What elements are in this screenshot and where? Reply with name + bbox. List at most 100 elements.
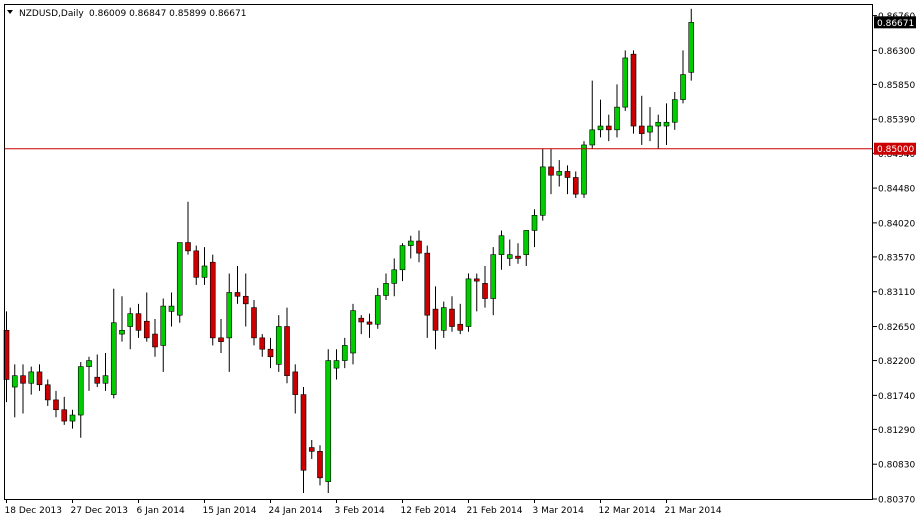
y-tick-label: 0.82650 — [878, 323, 915, 333]
x-tick-label: 6 Jan 2014 — [137, 506, 185, 516]
price-tags: 0.85000 0.86671 — [874, 16, 916, 155]
bull-candle — [383, 283, 389, 296]
bull-candle — [680, 74, 686, 100]
bear-candle — [53, 399, 59, 411]
ohlc-readout: 0.86009 0.86847 0.85899 0.86671 — [89, 9, 246, 19]
bull-candle — [399, 245, 406, 271]
bear-candle — [449, 308, 455, 327]
bull-candle — [69, 414, 76, 422]
bear-candle — [143, 320, 150, 339]
y-tick-label: 0.84480 — [878, 185, 915, 195]
bull-candle — [407, 240, 414, 246]
x-tick-label: 15 Jan 2014 — [203, 506, 257, 516]
bear-candle — [292, 371, 299, 395]
y-tick-label: 0.81740 — [878, 392, 915, 402]
bear-candle — [61, 409, 68, 422]
x-tick-label: 18 Dec 2013 — [5, 506, 63, 516]
bull-candle — [127, 313, 134, 327]
bull-candle — [556, 171, 563, 176]
bear-candle — [94, 376, 101, 384]
bear-candle — [548, 166, 554, 176]
bull-candle — [523, 230, 530, 255]
bear-candle — [482, 283, 488, 299]
candle-series — [3, 8, 695, 493]
x-tick-label: 3 Feb 2014 — [335, 506, 386, 516]
y-tick-label: 0.85850 — [878, 81, 915, 91]
bear-candle — [308, 447, 315, 452]
bear-candle — [242, 295, 249, 305]
bear-candle — [234, 292, 241, 297]
x-tick-label: 24 Jan 2014 — [269, 506, 323, 516]
bull-candle — [391, 269, 398, 284]
bear-candle — [424, 252, 431, 316]
y-tick-label: 0.85390 — [878, 116, 915, 126]
bear-candle — [457, 323, 464, 331]
x-tick-label: 12 Mar 2014 — [599, 506, 656, 516]
bear-candle — [218, 337, 224, 342]
bull-candle — [655, 121, 662, 127]
last-price-tag: 0.86671 — [877, 19, 914, 29]
bull-candle — [597, 125, 604, 131]
bull-candle — [77, 366, 84, 416]
y-tick-label: 0.82200 — [878, 357, 915, 367]
bear-candle — [358, 317, 365, 323]
y-tick-label: 0.86300 — [878, 47, 915, 57]
bull-candle — [622, 57, 629, 108]
bear-candle — [152, 333, 158, 348]
bear-candle — [432, 308, 439, 331]
bull-candle — [589, 129, 596, 146]
bull-candle — [440, 307, 447, 331]
y-tick-label: 0.83570 — [878, 253, 915, 263]
bull-candle — [325, 360, 332, 482]
bear-candle — [251, 307, 257, 339]
bull-candle — [498, 235, 505, 255]
bear-candle — [267, 348, 274, 358]
bull-candle — [119, 329, 125, 335]
bull-candle — [102, 375, 109, 384]
bear-candle — [185, 242, 191, 252]
bull-candle — [350, 310, 356, 354]
bull-candle — [110, 322, 117, 395]
bear-candle — [638, 125, 645, 134]
bear-candle — [572, 177, 579, 195]
y-tick-label: 0.84020 — [878, 219, 915, 229]
bull-candle — [333, 360, 340, 369]
bull-candle — [226, 292, 233, 339]
bull-candle — [201, 265, 208, 278]
bull-candle — [160, 305, 167, 346]
bear-candle — [473, 278, 480, 282]
x-tick-label: 27 Dec 2013 — [71, 506, 129, 516]
bull-candle — [663, 121, 670, 127]
bull-candle — [531, 215, 538, 231]
y-tick-label: 0.84940 — [878, 150, 915, 160]
bear-candle — [300, 394, 307, 471]
y-tick-label: 0.81290 — [878, 426, 915, 436]
bull-candle — [490, 254, 497, 299]
time-axis: 18 Dec 2013 27 Dec 2013 6 Jan 2014 15 Jan 2… — [5, 499, 722, 516]
bull-candle — [647, 125, 653, 133]
bull-candle — [86, 360, 92, 367]
symbol-label: NZDUSD,Daily — [19, 9, 84, 19]
price-axis: 0.867600.863000.858500.853900.849400.844… — [873, 12, 915, 506]
bull-candle — [168, 305, 175, 312]
level-price-tag: 0.85000 — [877, 145, 914, 155]
bull-candle — [614, 106, 620, 131]
bear-candle — [284, 326, 290, 376]
last-price-tag-bg — [874, 16, 916, 29]
bull-candle — [28, 371, 35, 384]
bear-candle — [36, 371, 43, 386]
bull-candle — [176, 242, 183, 316]
bear-candle — [564, 171, 571, 178]
bear-candle — [135, 313, 142, 331]
x-tick-label: 12 Feb 2014 — [401, 506, 457, 516]
symbol-menu-icon[interactable] — [7, 10, 13, 14]
bull-candle — [506, 254, 513, 259]
bear-candle — [416, 240, 422, 254]
bull-candle — [341, 345, 348, 361]
bear-candle — [259, 337, 266, 350]
bear-candle — [20, 375, 26, 384]
bear-candle — [366, 321, 373, 325]
